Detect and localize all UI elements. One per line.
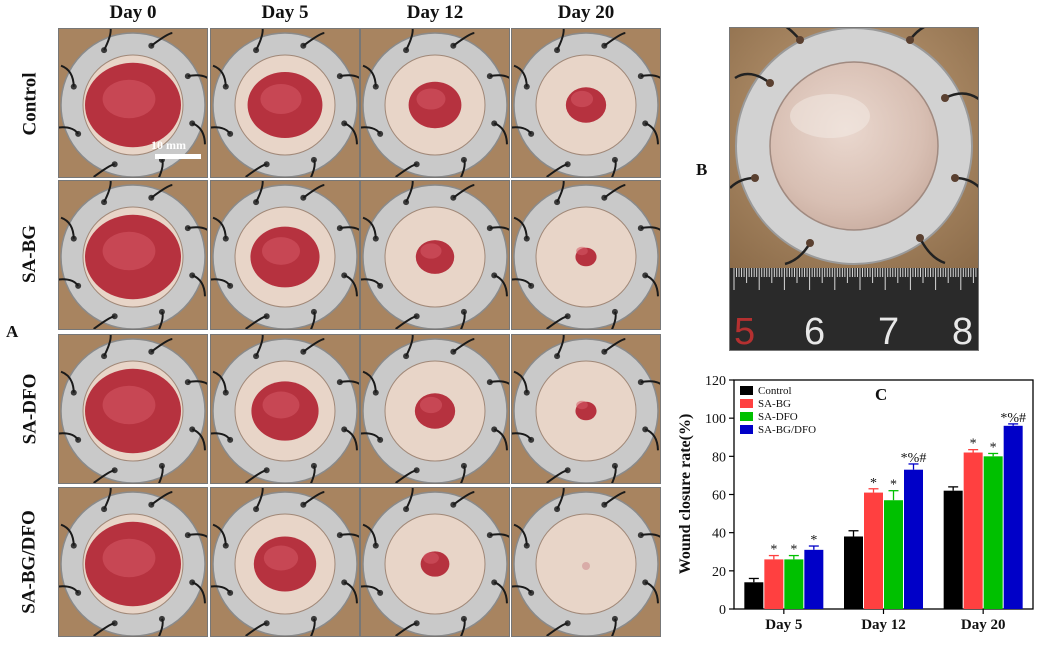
wound-photo (360, 487, 510, 637)
scale-bar (155, 154, 201, 159)
wound-photo (511, 180, 661, 330)
legend-label: SA-BG/DFO (758, 424, 816, 436)
y-tick-label: 20 (712, 565, 726, 580)
bar (864, 492, 883, 609)
legend-label: Control (758, 385, 792, 397)
wound-dressing-photo: 5 6 7 8 (729, 27, 979, 351)
wound-photo (58, 334, 208, 484)
panel-c-label: C (875, 385, 887, 404)
significance-marker: * (870, 476, 877, 491)
row-header-sa-bg: SA-BG (19, 224, 41, 284)
column-header-day20: Day 20 (557, 2, 615, 23)
y-tick-label: 120 (705, 374, 726, 389)
wound-closure-chart: C Wound closure rate(%) 0 20 40 60 80 100 120 D… (677, 374, 1034, 633)
y-tick-label: 40 (712, 527, 726, 542)
row-header-sa-bg-dfo: SA-BG/DFO (19, 510, 41, 614)
bar (764, 559, 784, 609)
significance-marker: * (890, 478, 897, 493)
bar (963, 452, 983, 609)
bar (784, 559, 804, 609)
significance-marker: * (810, 533, 817, 548)
significance-marker: * (990, 440, 997, 455)
legend-label: SA-DFO (758, 411, 798, 423)
x-tick-label: Day 20 (961, 617, 1006, 633)
significance-marker: *%# (901, 451, 927, 466)
column-header-day12: Day 12 (406, 2, 464, 23)
wound-photo (360, 28, 510, 178)
bar (1003, 425, 1023, 609)
y-axis-label: Wound closure rate(%) (677, 414, 694, 575)
panel-a-label: A (6, 322, 19, 341)
scale-bar-label: 10 mm (151, 138, 186, 152)
wound-photo: 10 mm (58, 28, 208, 178)
wound-photo (360, 180, 510, 330)
wound-photo (210, 334, 360, 484)
wound-photo (210, 28, 360, 178)
bar (844, 536, 863, 609)
y-tick-label: 80 (712, 450, 726, 465)
significance-marker: * (770, 543, 777, 558)
bar (804, 549, 824, 609)
bar (884, 500, 903, 609)
wound-photo (360, 334, 510, 484)
legend-swatch (740, 399, 753, 408)
legend-label: SA-BG (758, 398, 791, 410)
bar (983, 456, 1003, 609)
significance-marker: * (970, 437, 977, 452)
row-header-sa-dfo: SA-DFO (19, 373, 41, 445)
bar (744, 582, 764, 609)
ruler-label-5: 5 (734, 311, 755, 350)
y-tick-label: 0 (719, 603, 726, 618)
legend-swatch (740, 425, 753, 434)
wound-photo (210, 180, 360, 330)
column-header-day5: Day 5 (261, 2, 309, 23)
legend-swatch (740, 412, 753, 421)
x-tick-label: Day 12 (861, 617, 906, 633)
ruler-label-6: 6 (804, 311, 825, 350)
wound-photo (210, 487, 360, 637)
significance-marker: * (790, 543, 797, 558)
bar (904, 469, 923, 609)
wound-photo (511, 28, 661, 178)
x-tick-label: Day 5 (765, 617, 802, 633)
legend-swatch (740, 386, 753, 395)
column-header-day0: Day 0 (109, 2, 157, 23)
ruler-label-8: 8 (952, 311, 973, 350)
panel-b-label: B (696, 160, 708, 179)
ruler-label-7: 7 (878, 311, 899, 350)
wound-photo (511, 487, 661, 637)
row-header-control: Control (19, 72, 41, 136)
bar (943, 490, 963, 609)
wound-photo (58, 487, 208, 637)
y-tick-label: 100 (705, 412, 726, 427)
wound-photo (511, 334, 661, 484)
wound-photo (58, 180, 208, 330)
y-tick-label: 60 (712, 489, 726, 504)
significance-marker: *%# (1000, 411, 1026, 426)
